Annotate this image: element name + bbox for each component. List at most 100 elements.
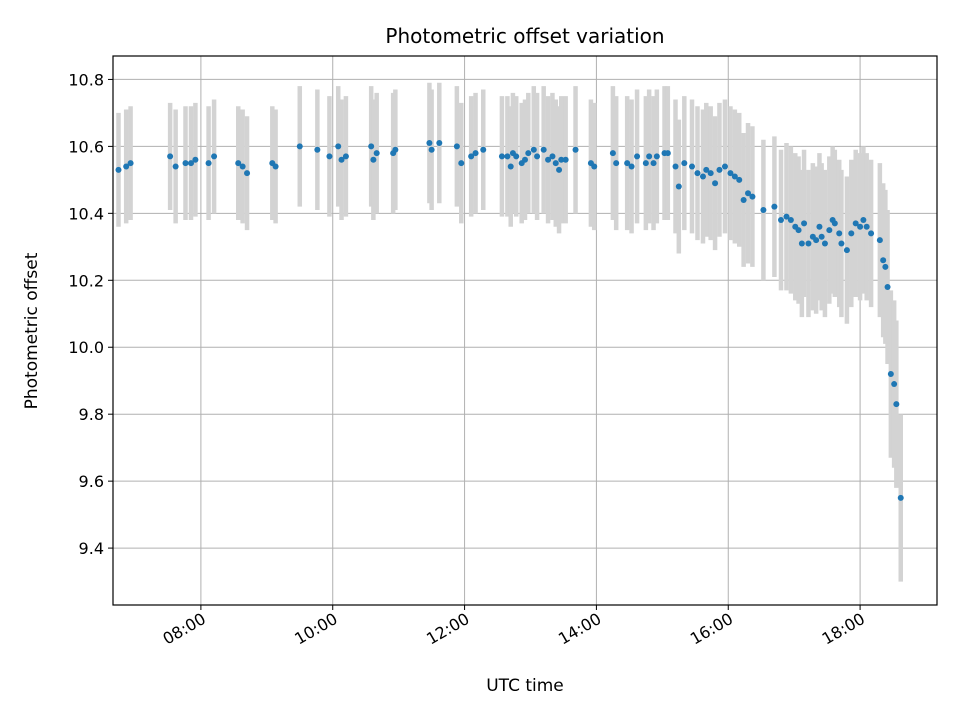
data-point: [826, 227, 833, 234]
chart-title: Photometric offset variation: [385, 24, 664, 48]
data-point: [507, 163, 514, 170]
data-point: [534, 153, 541, 160]
data-point: [857, 223, 864, 230]
data-point: [891, 381, 898, 388]
plot-frame: [112, 55, 938, 606]
data-point: [373, 150, 380, 157]
data-point: [681, 160, 688, 167]
data-point: [123, 163, 130, 170]
data-point: [342, 153, 349, 160]
data-point: [716, 166, 723, 173]
data-point: [498, 153, 505, 160]
data-point: [127, 160, 134, 167]
y-tick-label: 10.8: [68, 70, 104, 89]
data-point: [525, 150, 532, 157]
y-tick-label: 10.2: [68, 271, 104, 290]
y-tick-label: 9.8: [79, 405, 104, 424]
data-point: [884, 283, 891, 290]
data-point: [504, 153, 511, 160]
data-point: [703, 166, 710, 173]
data-point: [882, 263, 889, 270]
data-point: [848, 230, 855, 237]
data-point: [545, 156, 552, 163]
data-point: [115, 166, 122, 173]
y-tick-label: 10.0: [68, 338, 104, 357]
data-point: [552, 160, 559, 167]
data-point: [712, 180, 719, 187]
data-point: [699, 173, 706, 180]
data-point: [634, 153, 641, 160]
y-tick-label: 9.4: [79, 539, 104, 558]
data-point: [675, 183, 682, 190]
data-point: [749, 193, 756, 200]
data-point: [458, 160, 465, 167]
data-point: [838, 240, 845, 247]
y-tick-label: 10.6: [68, 137, 104, 156]
data-point: [736, 176, 743, 183]
data-point: [813, 237, 820, 244]
data-point: [167, 153, 174, 160]
data-point: [556, 166, 563, 173]
data-point: [314, 146, 321, 153]
data-point: [192, 156, 199, 163]
x-axis-label: UTC time: [486, 676, 564, 696]
data-point: [664, 150, 671, 157]
data-point: [801, 220, 808, 227]
data-point: [836, 230, 843, 237]
data-point: [335, 143, 342, 150]
data-point: [480, 146, 487, 153]
data-point: [868, 230, 875, 237]
data-point: [787, 217, 794, 224]
data-point: [831, 220, 838, 227]
data-point: [777, 217, 784, 224]
data-point: [624, 160, 631, 167]
data-point: [821, 240, 828, 247]
data-point: [727, 170, 734, 177]
data-point: [843, 247, 850, 254]
data-point: [860, 217, 867, 224]
data-point: [272, 163, 279, 170]
data-point: [863, 223, 870, 230]
data-point: [818, 233, 825, 240]
data-point: [235, 160, 242, 167]
data-point: [893, 401, 900, 408]
data-points: [115, 140, 904, 501]
data-point: [338, 156, 345, 163]
data-point: [783, 213, 790, 220]
data-point: [239, 163, 246, 170]
data-point: [887, 371, 894, 378]
data-point: [468, 153, 475, 160]
data-point: [572, 146, 579, 153]
data-point: [472, 150, 479, 157]
data-point: [530, 146, 537, 153]
data-point: [798, 240, 805, 247]
data-point: [326, 153, 333, 160]
data-point: [392, 146, 399, 153]
data-point: [880, 257, 887, 264]
y-axis-label: Photometric offset: [22, 252, 42, 409]
data-point: [182, 160, 189, 167]
data-point: [852, 220, 859, 227]
data-point: [549, 153, 556, 160]
data-point: [771, 203, 778, 210]
data-point: [609, 150, 616, 157]
data-point: [721, 163, 728, 170]
data-point: [646, 153, 653, 160]
data-point: [731, 173, 738, 180]
data-point: [370, 156, 377, 163]
data-point: [205, 160, 212, 167]
data-point: [816, 223, 823, 230]
data-point: [650, 160, 657, 167]
data-point: [188, 160, 195, 167]
data-point: [428, 146, 435, 153]
data-point: [172, 163, 179, 170]
data-point: [694, 170, 701, 177]
data-point: [672, 163, 679, 170]
y-tick-label: 9.6: [79, 472, 104, 491]
y-tick-label: 10.4: [68, 204, 104, 223]
data-point: [760, 206, 767, 213]
data-point: [558, 156, 565, 163]
data-point: [436, 140, 443, 147]
